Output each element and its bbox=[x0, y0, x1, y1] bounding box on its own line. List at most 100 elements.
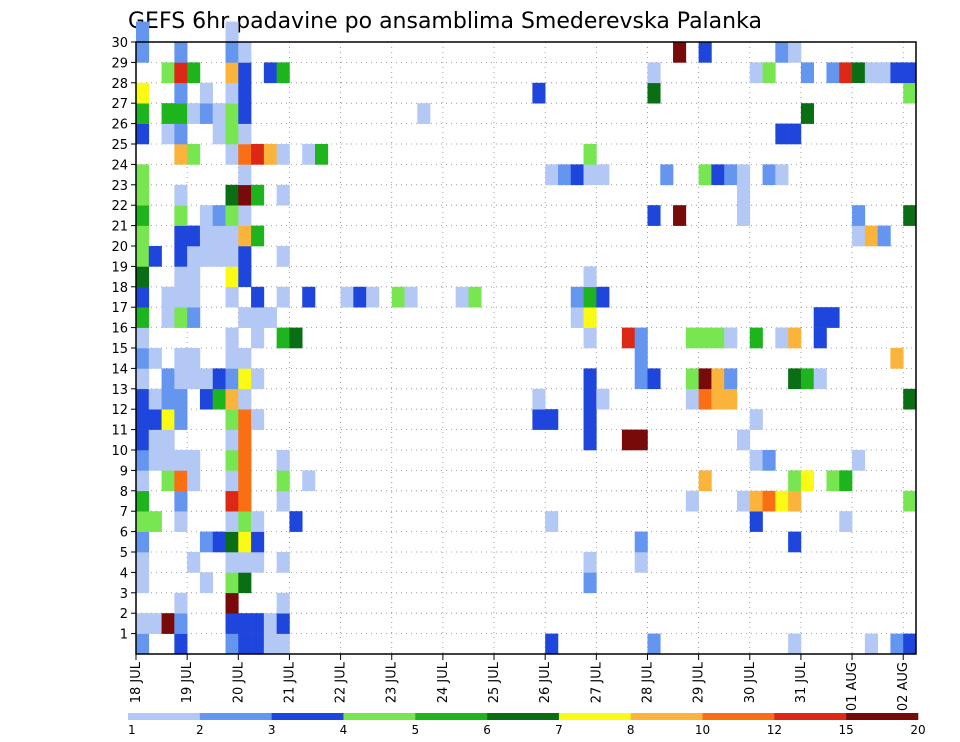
heatmap-cell bbox=[148, 450, 162, 471]
heatmap-cell bbox=[749, 511, 763, 532]
heatmap-cell bbox=[187, 307, 201, 328]
heatmap-cell bbox=[148, 511, 162, 532]
heatmap-cell bbox=[570, 164, 584, 186]
heatmap-cell bbox=[238, 470, 252, 492]
x-tick-label: 01 AUG bbox=[845, 662, 860, 711]
heatmap-cell bbox=[174, 592, 188, 614]
heatmap-cell bbox=[903, 388, 917, 410]
heatmap-cell bbox=[775, 490, 789, 512]
legend-label: 15 bbox=[839, 723, 854, 737]
heatmap-cell bbox=[174, 348, 188, 369]
heatmap-cell bbox=[238, 572, 252, 594]
heatmap-cell bbox=[276, 470, 290, 492]
heatmap-cell bbox=[225, 633, 239, 655]
heatmap-cell bbox=[813, 327, 827, 349]
heatmap-cell bbox=[903, 82, 917, 104]
y-tick-label: 17 bbox=[111, 301, 128, 316]
heatmap-cell bbox=[698, 388, 712, 410]
heatmap-cell bbox=[417, 103, 431, 124]
x-tick-label: 30 JUL bbox=[743, 661, 758, 703]
y-tick-label: 29 bbox=[111, 56, 128, 71]
heatmap-cell bbox=[263, 62, 277, 84]
heatmap-cell bbox=[238, 123, 252, 145]
heatmap-cell bbox=[852, 225, 866, 247]
heatmap-cell bbox=[238, 144, 252, 165]
heatmap-cell bbox=[238, 388, 252, 410]
heatmap-cell bbox=[136, 572, 150, 594]
legend-label: 5 bbox=[411, 723, 419, 737]
heatmap-cell bbox=[161, 307, 175, 328]
heatmap-cell bbox=[174, 286, 188, 308]
heatmap-cell bbox=[212, 103, 226, 124]
heatmap-cell bbox=[225, 82, 239, 104]
x-tick-label: 22 JUL bbox=[334, 661, 349, 703]
heatmap-cell bbox=[212, 205, 226, 226]
heatmap-cell bbox=[136, 552, 150, 573]
heatmap-cell bbox=[724, 388, 738, 410]
heatmap-cell bbox=[634, 368, 648, 390]
heatmap-cell bbox=[136, 388, 150, 410]
heatmap-cell bbox=[225, 266, 239, 288]
heatmap-cell bbox=[136, 246, 150, 267]
heatmap-cell bbox=[775, 42, 789, 63]
heatmap-cell bbox=[877, 225, 891, 247]
y-tick-label: 2 bbox=[120, 607, 128, 622]
heatmap-cell bbox=[225, 286, 239, 308]
y-tick-label: 25 bbox=[111, 138, 128, 153]
heatmap-cell bbox=[238, 511, 252, 532]
heatmap-cell bbox=[136, 368, 150, 390]
heatmap-cell bbox=[199, 103, 214, 124]
heatmap-cell bbox=[225, 123, 239, 145]
heatmap-cell bbox=[212, 388, 226, 410]
heatmap-cell bbox=[136, 42, 150, 63]
heatmap-cell bbox=[647, 205, 661, 226]
heatmap-cell bbox=[238, 450, 252, 471]
y-tick-label: 22 bbox=[111, 199, 128, 214]
heatmap-cell bbox=[673, 42, 687, 63]
heatmap-cell bbox=[800, 62, 815, 84]
heatmap-cell bbox=[136, 450, 150, 471]
color-legend: 1 2 3 4 5 6 7 8 10 12 15 20 bbox=[128, 713, 926, 737]
heatmap-cell bbox=[788, 368, 802, 390]
heatmap-cell bbox=[468, 286, 482, 308]
heatmap-cell bbox=[161, 613, 175, 634]
heatmap-cell bbox=[724, 327, 738, 349]
heatmap-cell bbox=[225, 572, 239, 594]
heatmap-cell bbox=[826, 470, 840, 492]
heatmap-cell bbox=[174, 633, 188, 655]
heatmap-cell bbox=[276, 286, 290, 308]
heatmap-cell bbox=[276, 184, 290, 206]
x-tick-label: 25 JUL bbox=[487, 661, 502, 703]
x-axis-ticks: 18 JUL 19 JUL 20 JUL 21 JUL 22 JUL 23 JUL 24 J… bbox=[129, 654, 911, 711]
heatmap-cell bbox=[890, 62, 904, 84]
y-tick-label: 30 bbox=[111, 36, 128, 51]
heatmap-cell bbox=[251, 511, 265, 532]
heatmap-cell bbox=[903, 633, 917, 655]
heatmap-cell bbox=[903, 205, 917, 226]
heatmap-cell bbox=[174, 266, 188, 288]
legend-label: 12 bbox=[767, 723, 782, 737]
heatmap-cell bbox=[199, 368, 214, 390]
heatmap-cell bbox=[148, 348, 162, 369]
heatmap-cell bbox=[212, 225, 226, 247]
heatmap-cell bbox=[174, 42, 188, 63]
heatmap-cell bbox=[685, 388, 699, 410]
x-tick-label: 24 JUL bbox=[436, 661, 451, 703]
heatmap-cell bbox=[225, 103, 239, 124]
heatmap-cell bbox=[225, 470, 239, 492]
y-tick-label: 18 bbox=[111, 281, 128, 296]
legend-swatch bbox=[415, 713, 488, 720]
heatmap-cell bbox=[826, 307, 840, 328]
heatmap-cell bbox=[174, 388, 188, 410]
legend-label: 8 bbox=[627, 723, 635, 737]
heatmap-cell bbox=[238, 103, 252, 124]
heatmap-cell bbox=[276, 62, 290, 84]
legend-swatch bbox=[271, 713, 344, 720]
heatmap-cell bbox=[238, 490, 252, 512]
heatmap-cell bbox=[762, 62, 776, 84]
heatmap-cell bbox=[788, 123, 802, 145]
heatmap-cell bbox=[864, 62, 878, 84]
x-tick-label: 19 JUL bbox=[180, 661, 195, 703]
heatmap-cell bbox=[161, 450, 175, 471]
heatmap-cell bbox=[238, 246, 252, 267]
